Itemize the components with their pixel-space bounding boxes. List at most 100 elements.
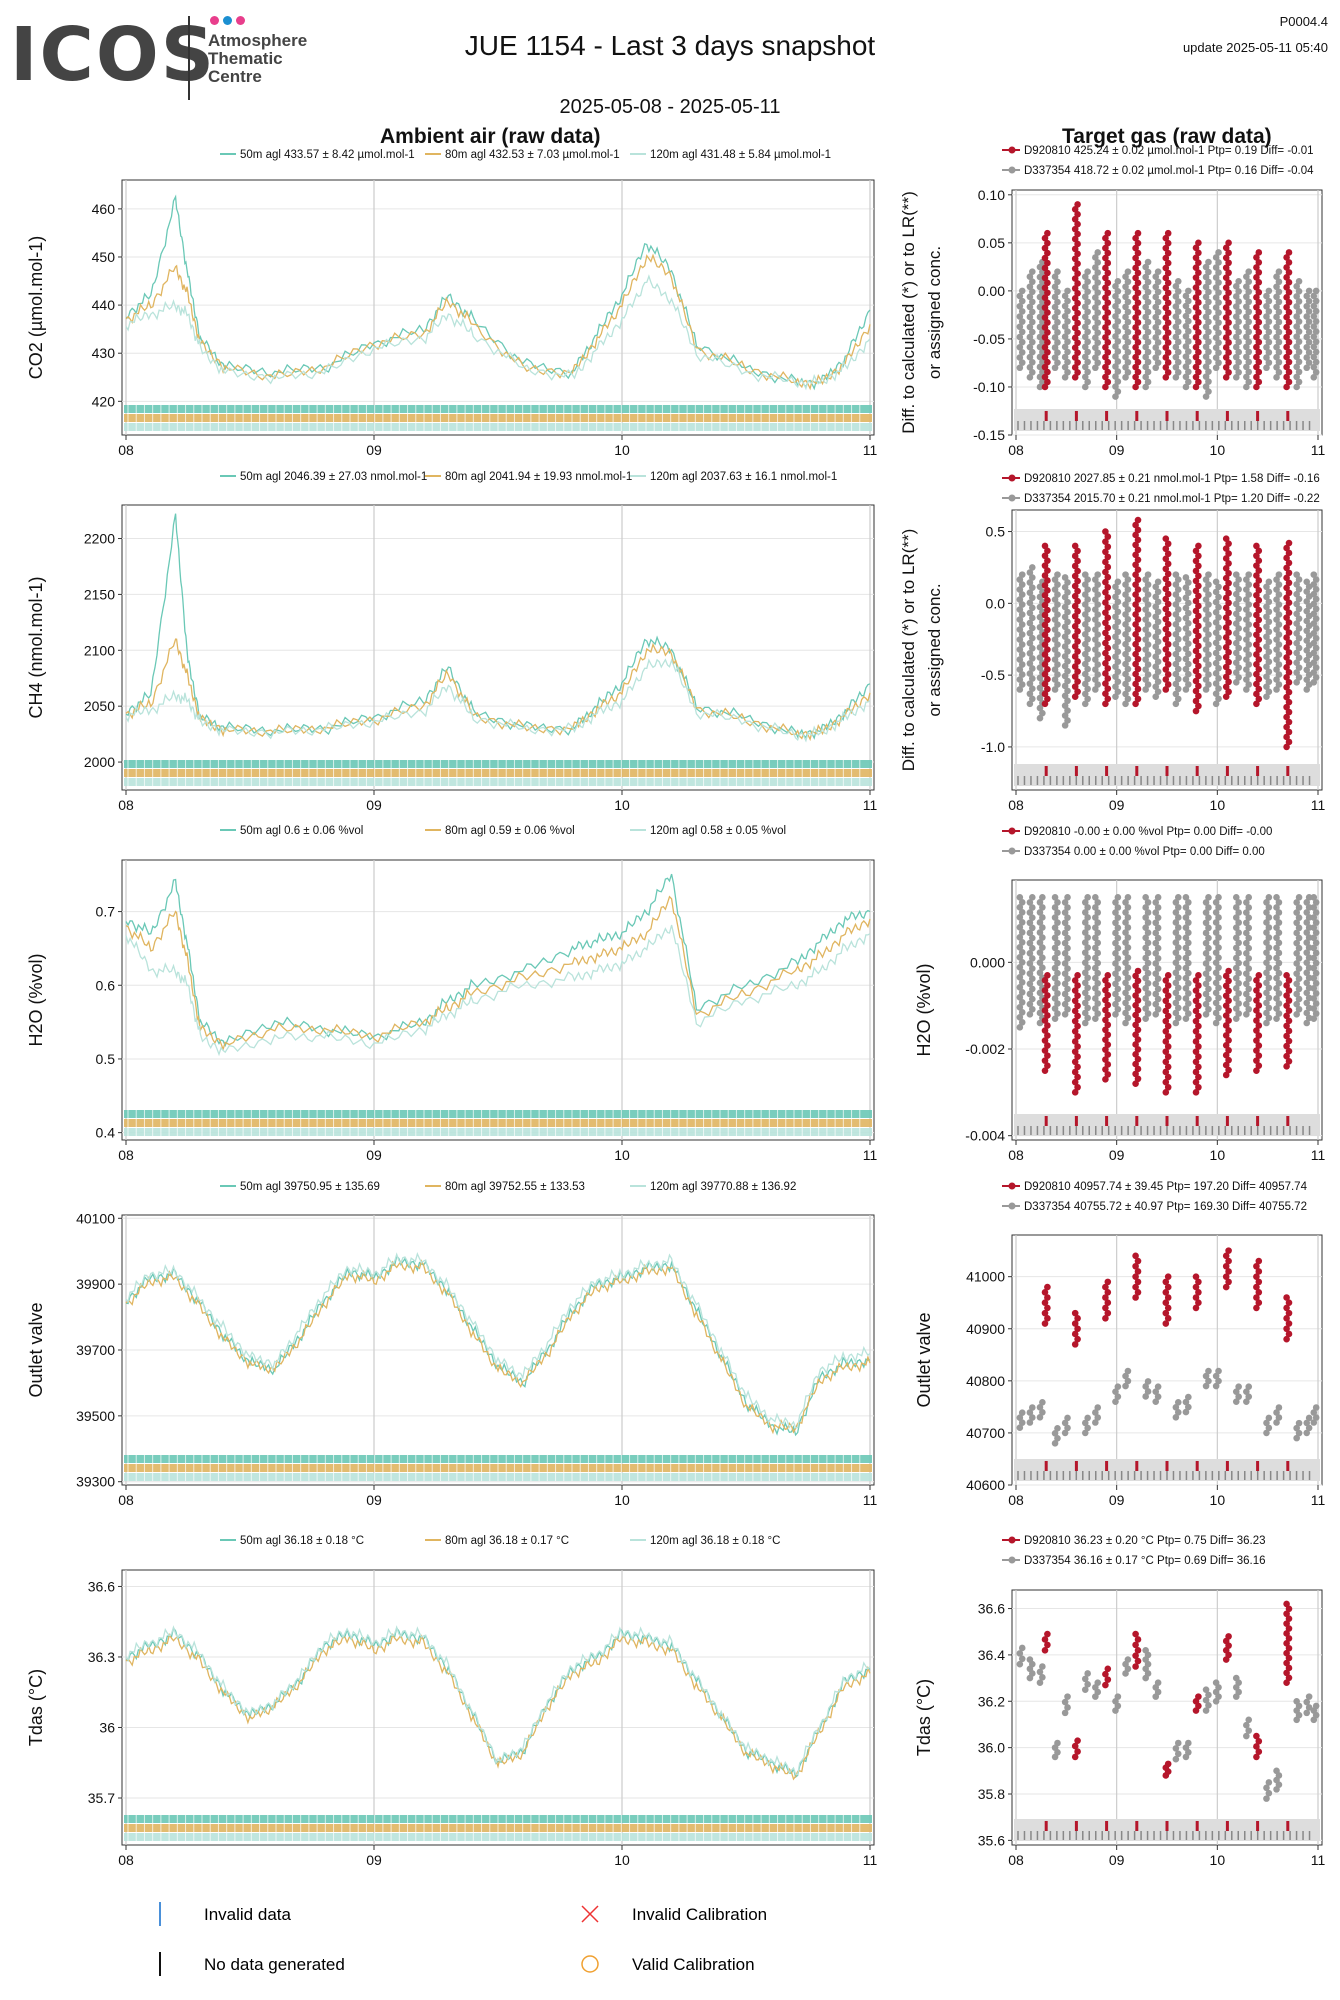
co2-target-data-point-d337354 — [1054, 329, 1061, 336]
h2o-target-data-point-d920810 — [1102, 1046, 1109, 1053]
ch4-target-data-point-d337354 — [1232, 669, 1240, 676]
h2o-target-data-point-d920810 — [1134, 1055, 1142, 1063]
h2o-target-data-point-d337354 — [1152, 939, 1160, 947]
co2-target-data-point-d337354 — [1202, 313, 1210, 321]
co2-target-data-point-d920810 — [1071, 314, 1079, 322]
co2-target-data-point-d337354 — [1036, 323, 1044, 331]
h2o-target-data-point-d920810 — [1071, 1089, 1079, 1096]
co2-target-data-point-d920810 — [1074, 230, 1081, 238]
h2o-target-data-point-d920810 — [1192, 987, 1200, 994]
ch4-target-data-point-d920810 — [1255, 646, 1263, 653]
co2-target-data-point-d920810 — [1225, 309, 1232, 316]
co2-target-data-point-d337354 — [1122, 293, 1129, 301]
h2o-target-data-point-d337354 — [1174, 1014, 1182, 1022]
ch4-target-data-point-d337354 — [1144, 621, 1152, 628]
co2-target-data-point-d920810 — [1074, 339, 1081, 347]
h2o-target-data-point-d337354 — [1122, 949, 1129, 956]
ch4-target-data-point-d920810 — [1283, 634, 1290, 641]
outlet-target-data-point-d920810 — [1102, 1294, 1109, 1301]
h2o-target-data-point-d337354 — [1174, 994, 1182, 1002]
tdas-target-data-point-d337354 — [1273, 1767, 1280, 1775]
outlet-target-data-point-d337354 — [1185, 1403, 1192, 1411]
h2o-target-data-point-d337354 — [1094, 949, 1102, 957]
h2o-target-data-point-d337354 — [1094, 1000, 1102, 1007]
ch4-target-data-point-d337354 — [1061, 722, 1069, 729]
ch4-target-data-point-d337354 — [1265, 658, 1273, 666]
ch4-target-data-point-d337354 — [1026, 599, 1034, 607]
ch4-target-data-point-d337354 — [1112, 673, 1119, 680]
h2o-target-data-point-d337354 — [1122, 969, 1129, 977]
co2-target-data-point-d337354 — [1174, 298, 1182, 305]
h2o-target-data-point-d337354 — [1235, 1000, 1242, 1007]
ch4-target-data-point-d337354 — [1026, 660, 1034, 667]
ch4-target-data-point-d337354 — [1303, 676, 1311, 683]
ch4-target-data-point-d337354 — [1312, 586, 1320, 593]
h2o-target-data-point-d337354 — [1142, 944, 1149, 952]
co2-target-data-point-d920810 — [1164, 249, 1172, 257]
co2-target-data-point-d337354 — [1215, 249, 1222, 256]
ch4-target-data-point-d920810 — [1222, 604, 1230, 612]
h2o-target-data-point-d337354 — [1174, 974, 1182, 982]
co2-target-ytick-label: -0.10 — [973, 379, 1005, 395]
outlet-target-data-point-d337354 — [1144, 1378, 1152, 1385]
co2-target-data-point-d337354 — [1202, 353, 1210, 361]
tdas-target-data-point-d337354 — [1245, 1716, 1253, 1724]
ch4-target-data-point-d337354 — [1174, 606, 1182, 613]
co2-target-data-point-d337354 — [1312, 318, 1320, 325]
co2-target-data-point-d920810 — [1041, 264, 1049, 272]
co2-target-data-point-d920810 — [1162, 304, 1170, 312]
h2o-target-data-point-d337354 — [1018, 939, 1026, 946]
h2o-target-data-point-d920810 — [1222, 1071, 1230, 1079]
tdas-target-data-point-d337354 — [1205, 1702, 1212, 1709]
h2o-target-data-point-d920810 — [1283, 1063, 1290, 1070]
ch4-target-data-point-d337354 — [1232, 679, 1240, 686]
co2-target-data-point-d337354 — [1054, 268, 1061, 275]
h2o-target-data-point-d337354 — [1212, 939, 1220, 946]
ch4-target-data-point-d337354 — [1036, 654, 1044, 661]
ch4-target-data-point-d337354 — [1054, 571, 1061, 578]
co2-target-data-point-d337354 — [1051, 354, 1059, 361]
legend-no-data: No data generated — [204, 1955, 345, 1974]
ch4-target-data-point-d337354 — [1081, 700, 1089, 708]
h2o-target-data-point-d920810 — [1104, 991, 1112, 999]
co2-target-data-point-d337354 — [1202, 393, 1210, 400]
ch4-target-data-point-d920810 — [1041, 582, 1049, 589]
co2-target-data-point-d920810 — [1102, 353, 1109, 361]
ch4-target-data-point-d920810 — [1132, 601, 1139, 608]
h2o-target-data-point-d337354 — [1265, 1004, 1273, 1012]
h2o-target-legend-label: D337354 0.00 ± 0.00 %vol Ptp= 0.00 Diff=… — [1024, 846, 1265, 858]
co2-target-data-point-d337354 — [1094, 349, 1102, 357]
h2o-target-data-point-d337354 — [1054, 909, 1061, 916]
h2o-target-data-point-d337354 — [1029, 965, 1036, 972]
ch4-target-data-point-d337354 — [1064, 608, 1071, 616]
ch4-target-data-point-d337354 — [1215, 603, 1222, 611]
ch4-target-data-point-d337354 — [1122, 601, 1129, 608]
outlet-target-data-point-d920810 — [1102, 1304, 1109, 1312]
h2o-target-data-point-d337354 — [1144, 959, 1152, 967]
ch4-target-data-point-d920810 — [1253, 611, 1260, 619]
tdas-ambient-ytick-label: 36.6 — [88, 1578, 115, 1594]
ch4-target-data-point-d337354 — [1112, 693, 1119, 700]
ch4-target-data-point-d337354 — [1064, 628, 1071, 636]
h2o-target-data-point-d920810 — [1253, 1037, 1260, 1044]
h2o-target-data-point-d337354 — [1243, 1000, 1250, 1008]
ch4-target-data-point-d920810 — [1195, 642, 1202, 650]
ch4-target-data-point-d920810 — [1041, 661, 1049, 668]
h2o-target-data-point-d337354 — [1144, 979, 1152, 987]
co2-target-data-point-d920810 — [1164, 339, 1172, 346]
co2-target-data-point-d920810 — [1134, 229, 1142, 237]
co2-target-data-point-d337354 — [1172, 293, 1180, 300]
outlet-target-data-point-d337354 — [1016, 1424, 1024, 1432]
co2-target-data-point-d337354 — [1092, 324, 1099, 331]
ch4-target-data-point-d920810 — [1162, 656, 1170, 663]
ch4-target-data-point-d337354 — [1245, 631, 1253, 638]
tdas-target-data-point-d920810 — [1104, 1665, 1112, 1673]
h2o-target-data-point-d920810 — [1071, 977, 1079, 984]
h2o-target-data-point-d337354 — [1081, 1019, 1089, 1027]
co2-target-data-point-d920810 — [1225, 349, 1232, 356]
co2-target-data-point-d337354 — [1245, 358, 1253, 366]
co2-target-data-point-d337354 — [1212, 294, 1220, 301]
ch4-target-data-point-d337354 — [1295, 576, 1303, 583]
tdas-target-ytick-label: 35.6 — [978, 1832, 1005, 1848]
ch4-target-data-point-d920810 — [1222, 624, 1230, 631]
